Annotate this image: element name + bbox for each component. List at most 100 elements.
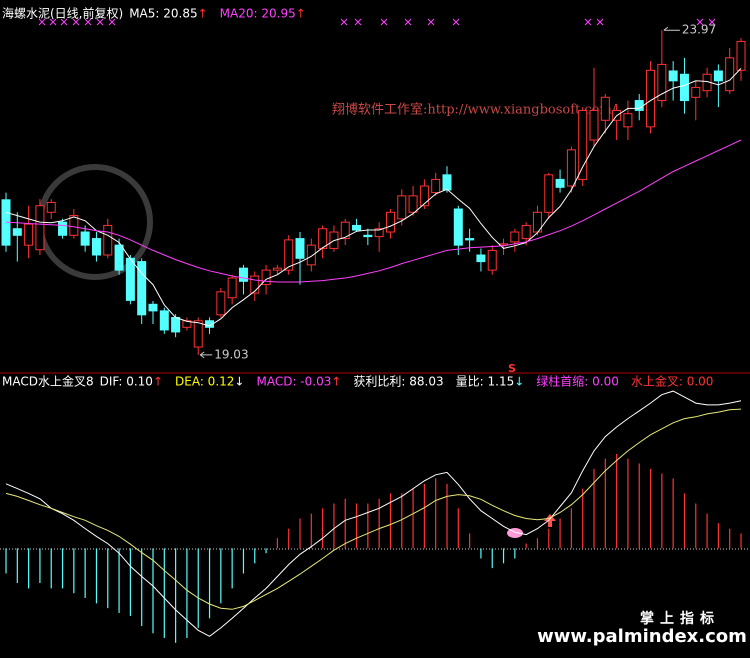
signal-cross — [380, 18, 388, 26]
signal-label: S — [508, 362, 516, 375]
candle-body — [623, 113, 633, 128]
header-text: ↓ — [234, 375, 244, 389]
candle-body — [442, 174, 452, 191]
candle-body — [589, 109, 599, 141]
candle-body — [363, 234, 373, 238]
candle-body — [272, 267, 282, 271]
candle-body — [216, 291, 226, 316]
candle-body — [80, 231, 90, 246]
max-label: 23.97 — [682, 23, 716, 37]
min-pointer — [199, 351, 213, 359]
candle-body — [91, 238, 101, 256]
header-text: ↑ — [198, 7, 208, 21]
candle-body — [205, 320, 215, 328]
candle-body — [69, 215, 79, 236]
header-text: DEA: 0.12 — [175, 375, 234, 389]
candle-body — [521, 224, 531, 240]
candle-body — [159, 310, 169, 331]
candle-body — [397, 195, 407, 220]
candle-body — [725, 57, 735, 92]
header-text: 绿柱首缩: 0.00 — [536, 374, 619, 389]
candle-body — [634, 100, 644, 111]
header-text: MA5: 20.85 — [129, 7, 197, 21]
signal-cross — [72, 18, 80, 26]
header-text: ↑ — [153, 375, 163, 389]
watermark: 翔博软件工作室:http://www.xiangbosoft.com/ — [332, 102, 617, 118]
header-text: MACD水上金叉8 — [2, 374, 94, 389]
header-text: MACD: -0.03 — [256, 375, 331, 389]
candle-body — [691, 86, 701, 98]
footer-title: 掌上指标 — [640, 610, 720, 627]
macd-line — [5, 408, 742, 610]
signal-cross — [108, 18, 116, 26]
candle-body — [578, 109, 588, 180]
candle-body — [408, 195, 418, 213]
signal-cross — [60, 18, 68, 26]
candle-body — [385, 211, 395, 233]
candle-body — [35, 205, 45, 251]
signal-cross — [84, 18, 92, 26]
min-label: 19.03 — [214, 347, 248, 361]
candle-body — [182, 320, 192, 328]
candle-body — [476, 254, 486, 263]
header-text: DIF: 0.10 — [100, 375, 153, 389]
candle-body — [713, 70, 723, 82]
header-text: 获利比利: 88.03 — [353, 375, 443, 389]
macd-line — [5, 390, 742, 637]
candle-body — [340, 221, 350, 240]
candle-body — [736, 40, 746, 71]
signal-cross — [696, 18, 704, 26]
signal-cross — [596, 18, 604, 26]
candle-body — [374, 228, 384, 238]
header-text: ↓ — [514, 375, 524, 389]
candle-body — [555, 178, 565, 188]
candle-body — [103, 224, 113, 256]
signal-cross — [584, 18, 592, 26]
candle-body — [227, 277, 237, 299]
candle-body — [193, 320, 203, 348]
signal-cross — [96, 18, 104, 26]
header-text: 水上金叉: 0.00 — [631, 374, 714, 389]
signal-cross — [38, 18, 46, 26]
signal-cross — [340, 18, 348, 26]
signal-cross — [452, 18, 460, 26]
signal-cross — [49, 18, 57, 26]
candle-body — [453, 208, 463, 246]
ma-line — [5, 68, 742, 327]
candle-body — [295, 238, 305, 259]
header-text: MA20: 20.95 — [220, 7, 296, 21]
candle-body — [148, 303, 158, 312]
signal-cross — [427, 18, 435, 26]
footer-url: www.palmindex.com — [537, 626, 747, 647]
candle-body — [431, 178, 441, 194]
candle-body — [46, 201, 56, 213]
candle-body — [566, 149, 576, 187]
candle-body — [12, 228, 22, 236]
signal-cross — [354, 18, 362, 26]
candle-body — [250, 275, 260, 294]
signal-cross — [404, 18, 412, 26]
candle-body — [657, 63, 667, 102]
candle-body — [465, 238, 475, 241]
candle-body — [24, 223, 34, 246]
candle-body — [171, 316, 181, 333]
candle-body — [679, 73, 689, 102]
candle-body — [306, 244, 316, 266]
candle-body — [284, 239, 294, 271]
candle-body — [318, 228, 328, 249]
candle-body — [58, 221, 68, 236]
candle-body — [352, 224, 362, 231]
candle-body — [668, 70, 678, 82]
candle-body — [419, 185, 429, 207]
candle-body — [137, 261, 147, 316]
candle-body — [114, 244, 124, 271]
signal-cross — [708, 18, 716, 26]
header-text: ↑ — [296, 7, 306, 21]
header-text: 量比: 1.15 — [456, 375, 515, 389]
ma-line — [5, 139, 742, 283]
candle-body — [487, 249, 497, 271]
signal-arrow — [544, 514, 556, 527]
candle-body — [544, 174, 554, 213]
